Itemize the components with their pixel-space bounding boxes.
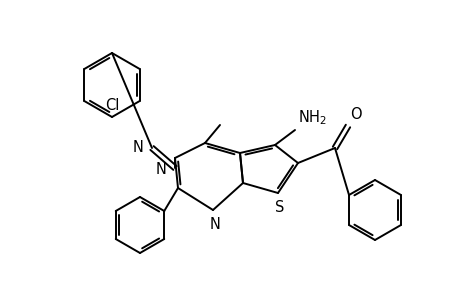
Text: N: N (133, 140, 144, 154)
Text: O: O (349, 107, 361, 122)
Text: N: N (156, 161, 167, 176)
Text: Cl: Cl (105, 98, 119, 113)
Text: N: N (209, 217, 220, 232)
Text: S: S (275, 200, 284, 215)
Text: NH$_2$: NH$_2$ (297, 108, 326, 127)
